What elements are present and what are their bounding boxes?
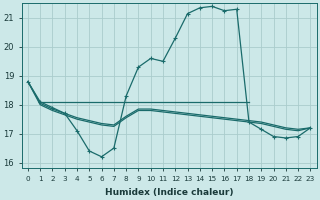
X-axis label: Humidex (Indice chaleur): Humidex (Indice chaleur) — [105, 188, 233, 197]
